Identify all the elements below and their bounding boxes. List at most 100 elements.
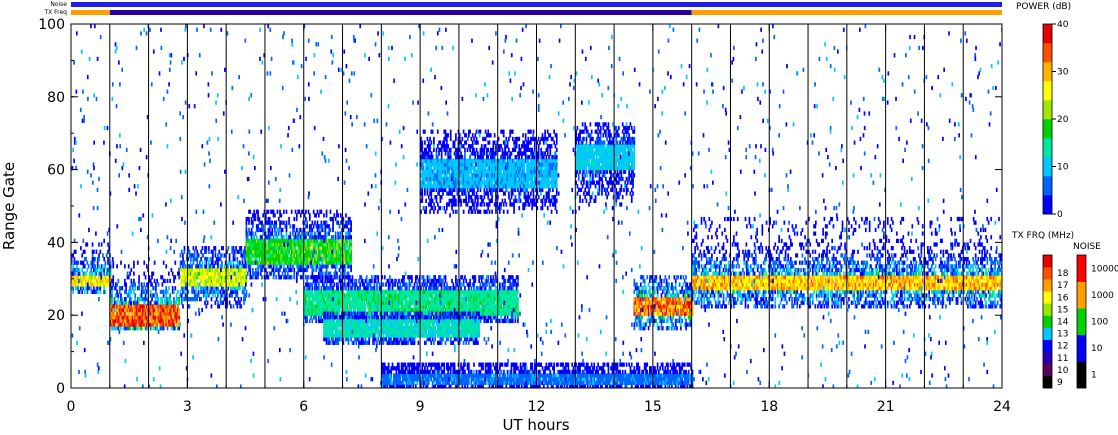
- heatmap-cell: [314, 235, 316, 240]
- heatmap-cell: [80, 275, 82, 280]
- heatmap-cell: [409, 311, 412, 316]
- heatmap-cell: [373, 315, 376, 320]
- heatmap-cell: [98, 275, 100, 280]
- heatmap-cell: [249, 275, 252, 280]
- heatmap-cell: [201, 289, 204, 294]
- heatmap-cell: [85, 282, 87, 287]
- heatmap-cell: [310, 315, 312, 320]
- heatmap-cell: [407, 322, 409, 327]
- heatmap-cell: [222, 286, 224, 291]
- heatmap-cell: [266, 220, 268, 225]
- heatmap-cell: [427, 315, 430, 320]
- heatmap-cell: [336, 260, 338, 265]
- heatmap-cell: [303, 260, 306, 265]
- heatmap-cell: [237, 249, 240, 254]
- heatmap-cell: [308, 293, 311, 298]
- heatmap-cell: [272, 253, 275, 258]
- heatmap-cell: [350, 278, 352, 284]
- heatmap-cell: [205, 264, 208, 269]
- heatmap-cell: [433, 300, 435, 305]
- heatmap-cell: [292, 249, 294, 254]
- heatmap-cell: [257, 227, 259, 233]
- heatmap-cell: [214, 253, 217, 258]
- heatmap-cell: [328, 307, 331, 313]
- heatmap-cell: [204, 282, 206, 287]
- heatmap-cell: [96, 289, 99, 294]
- heatmap-cell: [248, 209, 250, 214]
- heatmap-cell: [327, 289, 329, 294]
- heatmap-cell: [444, 286, 447, 291]
- heatmap-cell: [99, 275, 102, 280]
- heatmap-cell: [329, 289, 332, 294]
- heatmap-cell: [417, 311, 420, 316]
- heatmap-cell: [281, 260, 284, 265]
- heatmap-cell: [354, 297, 356, 302]
- heatmap-cell: [328, 249, 331, 254]
- heatmap-cell: [347, 275, 350, 280]
- heatmap-cell: [140, 318, 143, 324]
- heatmap-cell: [515, 286, 518, 291]
- heatmap-cell: [367, 289, 369, 294]
- heatmap-cell: [167, 271, 170, 276]
- heatmap-cell: [151, 293, 153, 298]
- heatmap-cell: [130, 282, 133, 287]
- heatmap-cell: [308, 300, 311, 305]
- heatmap-cell: [426, 293, 429, 298]
- heatmap-cell: [474, 275, 477, 280]
- heatmap-cell: [434, 282, 437, 287]
- heatmap-cell: [320, 238, 323, 243]
- heatmap-cell: [139, 307, 142, 313]
- heatmap-cell: [125, 289, 128, 294]
- heatmap-cell: [382, 307, 385, 313]
- heatmap-cell: [130, 304, 133, 309]
- heatmap-cell: [209, 256, 212, 262]
- heatmap-cell: [169, 293, 171, 298]
- heatmap-cell: [276, 267, 279, 273]
- heatmap-cell: [81, 278, 84, 284]
- heatmap-cell: [349, 278, 351, 284]
- heatmap-cell: [114, 315, 117, 320]
- heatmap-cell: [409, 293, 412, 298]
- heatmap-cell: [398, 304, 400, 309]
- heatmap-cell: [133, 271, 135, 276]
- heatmap-cell: [268, 220, 271, 225]
- heatmap-cell: [213, 264, 215, 269]
- heatmap-cell: [439, 304, 442, 309]
- heatmap-cell: [250, 275, 253, 280]
- heatmap-cell: [433, 304, 435, 309]
- heatmap-cell: [385, 289, 387, 294]
- heatmap-cell: [316, 286, 319, 291]
- heatmap-cell: [165, 264, 168, 269]
- heatmap-cell: [130, 311, 133, 316]
- heatmap-cell: [81, 275, 84, 280]
- heatmap-cell: [378, 304, 381, 309]
- heatmap-cell: [127, 264, 130, 269]
- heatmap-cell: [90, 286, 93, 291]
- heatmap-cell: [155, 304, 157, 309]
- heatmap-cell: [151, 275, 153, 280]
- heatmap-cell: [129, 307, 131, 313]
- heatmap-cell: [347, 253, 350, 258]
- heatmap-cell: [383, 307, 386, 313]
- heatmap-cell: [389, 307, 391, 313]
- heatmap-cell: [268, 242, 271, 247]
- heatmap-cell: [311, 289, 314, 294]
- heatmap-cell: [122, 315, 125, 320]
- heatmap-cell: [231, 249, 234, 254]
- heatmap-cell: [289, 275, 292, 280]
- heatmap-cell: [425, 297, 427, 302]
- heatmap-cell: [222, 275, 224, 280]
- heatmap-cell: [342, 224, 345, 229]
- heatmap-cell: [72, 275, 74, 280]
- heatmap-cell: [311, 304, 314, 309]
- heatmap-cell: [391, 278, 394, 284]
- heatmap-cell: [317, 246, 320, 251]
- heatmap-cell: [236, 278, 239, 284]
- heatmap-cell: [131, 318, 134, 324]
- heatmap-cell: [169, 300, 171, 305]
- heatmap-cell: [99, 282, 102, 287]
- heatmap-cell: [217, 286, 219, 291]
- heatmap-cell: [338, 235, 341, 240]
- heatmap-cell: [339, 231, 342, 236]
- heatmap-cell: [118, 286, 121, 291]
